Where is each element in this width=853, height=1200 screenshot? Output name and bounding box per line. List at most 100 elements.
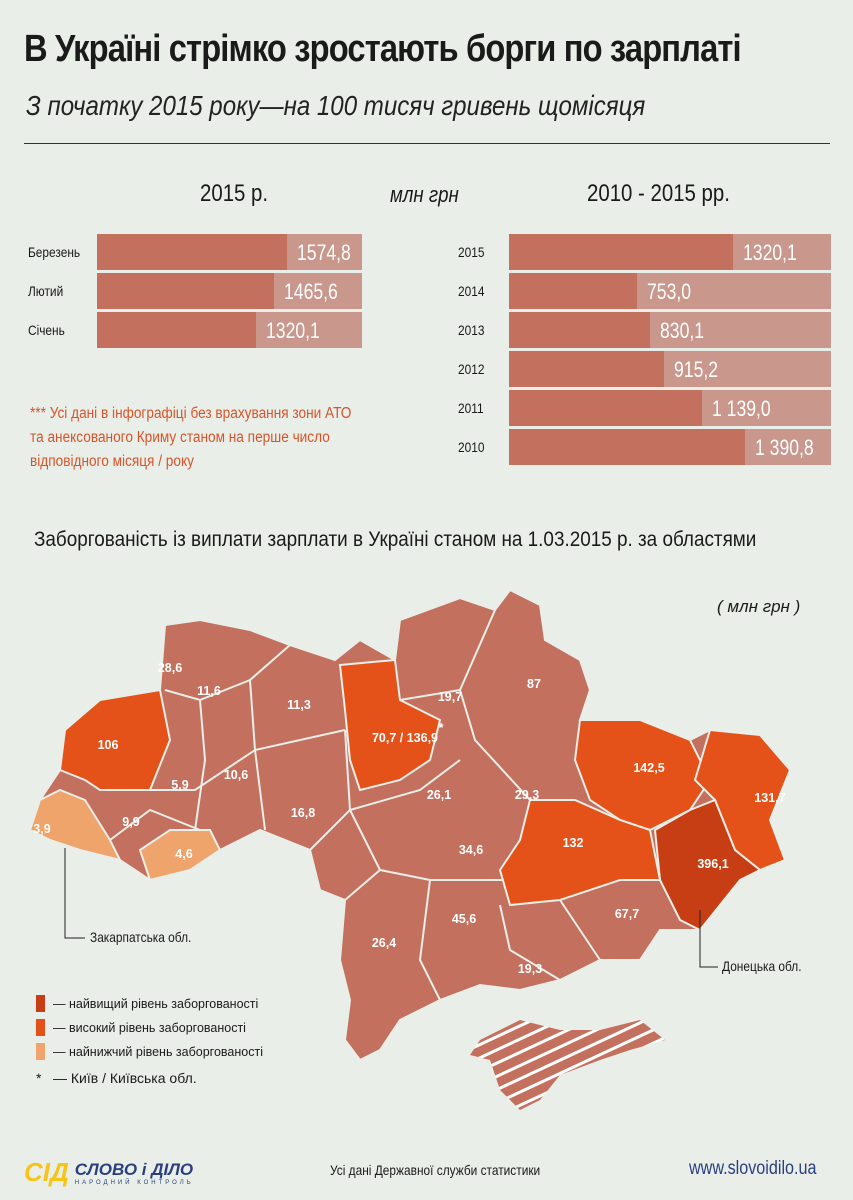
region-value-label: 16,8: [291, 806, 315, 820]
bar-value-label: 830,1: [659, 318, 704, 343]
bar: [97, 312, 257, 348]
bar-value-label: 1574,8: [297, 240, 351, 265]
legend-swatch: [36, 1043, 45, 1060]
bar-track: 1320,1: [97, 312, 362, 348]
bar-track: 1574,8: [97, 234, 362, 270]
map-title: Заборгованість із виплати зарплати в Укр…: [34, 528, 757, 551]
bar-category-label: Січень: [28, 322, 65, 338]
map-unit: ( млн грн ): [717, 597, 801, 616]
region-zakarpattia: [28, 788, 122, 862]
bar-category-label: 2015: [458, 244, 485, 260]
bar-category-label: 2012: [458, 361, 485, 377]
callout-zakarpattia: Закарпатська обл.: [90, 929, 192, 945]
bar-category-label: 2014: [458, 283, 485, 299]
region-kyiv: [338, 658, 442, 792]
legend-label: — високий рівень заборгованості: [53, 1020, 246, 1035]
bar-value-label: 1465,6: [283, 279, 338, 304]
star-symbol: *: [36, 1070, 42, 1086]
region-value-label: 45,6: [452, 912, 476, 926]
region-value-label: 26,1: [427, 788, 451, 802]
bar-track: 915,2: [509, 351, 831, 387]
bar: [509, 429, 746, 465]
legend-label: — Київ / Київська обл.: [53, 1070, 197, 1086]
bar-category-label: Березень: [28, 244, 81, 260]
bar-track: 1320,1: [509, 234, 831, 270]
bar-category-label: 2010: [458, 439, 485, 455]
region-luhansk: [693, 728, 792, 872]
logo-name: СЛОВО і ДІЛО: [74, 1159, 194, 1179]
region-value-label: 70,7 / 136,9: [372, 731, 438, 745]
region-value-label: 26,4: [372, 936, 396, 950]
bar: [509, 234, 734, 270]
logo-mark: СІД: [24, 1157, 69, 1187]
divider: [24, 143, 830, 144]
region-value-label: 28,6: [158, 661, 182, 675]
callout-line-zakarpattia: [64, 848, 85, 939]
logo: СІД СЛОВО і ДІЛО НАРОДНИЙ КОНТРОЛЬ: [24, 1157, 194, 1188]
region-volyn: [58, 688, 172, 791]
region-value-label: 19,7: [438, 690, 462, 704]
bar: [509, 351, 665, 387]
legend-item-high: — високий рівень заборгованості: [36, 1019, 246, 1036]
bar-track: 1465,6: [97, 273, 362, 309]
chart-title-2015: 2015 р.: [200, 180, 269, 207]
region-value-label: 9,9: [122, 815, 139, 829]
bar: [509, 273, 637, 309]
bar-value-label: 1 139,0: [712, 396, 772, 421]
bar: [97, 234, 288, 270]
region-value-label: 131,7: [754, 791, 785, 805]
callout-donetsk: Донецька обл.: [722, 958, 802, 974]
region-value-label: 19,3: [518, 962, 542, 976]
region-value-label: 3,9: [33, 822, 50, 836]
region-borders: [109, 609, 601, 1001]
callout-line-donetsk: [699, 910, 718, 968]
source-note: Усі дані Державної служби статистики: [330, 1162, 541, 1178]
page-title: В Україні стрімко зростають борги по зар…: [24, 28, 742, 70]
region-value-label: 4,6: [175, 847, 192, 861]
bar-track: 830,1: [509, 312, 831, 348]
bar-category-label: 2011: [458, 400, 484, 416]
bar-category-label: 2013: [458, 322, 485, 338]
legend-label: — найнижчий рівень заборгованості: [53, 1044, 263, 1059]
legend-item-highest: — найвищий рівень заборгованості: [36, 995, 258, 1012]
region-value-label: 34,6: [459, 843, 483, 857]
chart-title-2010-2015: 2010 - 2015 рр.: [587, 180, 730, 207]
bar-value-label: 1320,1: [743, 240, 797, 265]
region-value-label: 5,9: [171, 778, 188, 792]
legend-swatch: [36, 995, 45, 1012]
region-value-label: 10,6: [224, 768, 248, 782]
region-value-label: 87: [527, 677, 541, 691]
bar: [97, 273, 274, 309]
region-value-label: 29,3: [515, 788, 539, 802]
unit-label: млн грн: [390, 182, 459, 207]
legend-item-lowest: — найнижчий рівень заборгованості: [36, 1043, 263, 1060]
region-value-label: 11,3: [287, 698, 311, 712]
bar-value-label: 753,0: [646, 279, 691, 304]
kyiv-marker: *: [439, 721, 444, 735]
website-link[interactable]: www.slovoidilo.ua: [689, 1158, 817, 1179]
region-value-label: 67,7: [615, 907, 639, 921]
bar-value-label: 1 390,8: [755, 435, 814, 460]
legend-item-kyiv: * — Київ / Київська обл.: [36, 1070, 197, 1086]
bar-category-label: Лютий: [28, 283, 64, 299]
region-dnipropetrovsk: [498, 799, 662, 907]
region-value-label: 142,5: [633, 761, 664, 775]
region-value-label: 132: [563, 836, 584, 850]
region-crimea: [470, 1020, 665, 1110]
region-chernivtsi: [138, 829, 222, 882]
bar-track: 1 390,8: [509, 429, 831, 465]
bar: [509, 312, 650, 348]
legend-swatch: [36, 1019, 45, 1036]
region-value-label: 11,6: [197, 684, 221, 698]
region-donetsk: [653, 798, 762, 932]
bar-value-label: 915,2: [674, 357, 719, 382]
footnote: *** Усі дані в інфографіці без врахуванн…: [30, 405, 352, 470]
page-subtitle: З початку 2015 року—на 100 тисяч гривень…: [26, 90, 646, 121]
bar-track: 1 139,0: [509, 390, 831, 426]
region-kharkiv: [573, 719, 712, 832]
logo-tagline: НАРОДНИЙ КОНТРОЛЬ: [74, 1179, 194, 1186]
bar-track: 753,0: [509, 273, 831, 309]
region-value-label: 396,1: [697, 857, 728, 871]
